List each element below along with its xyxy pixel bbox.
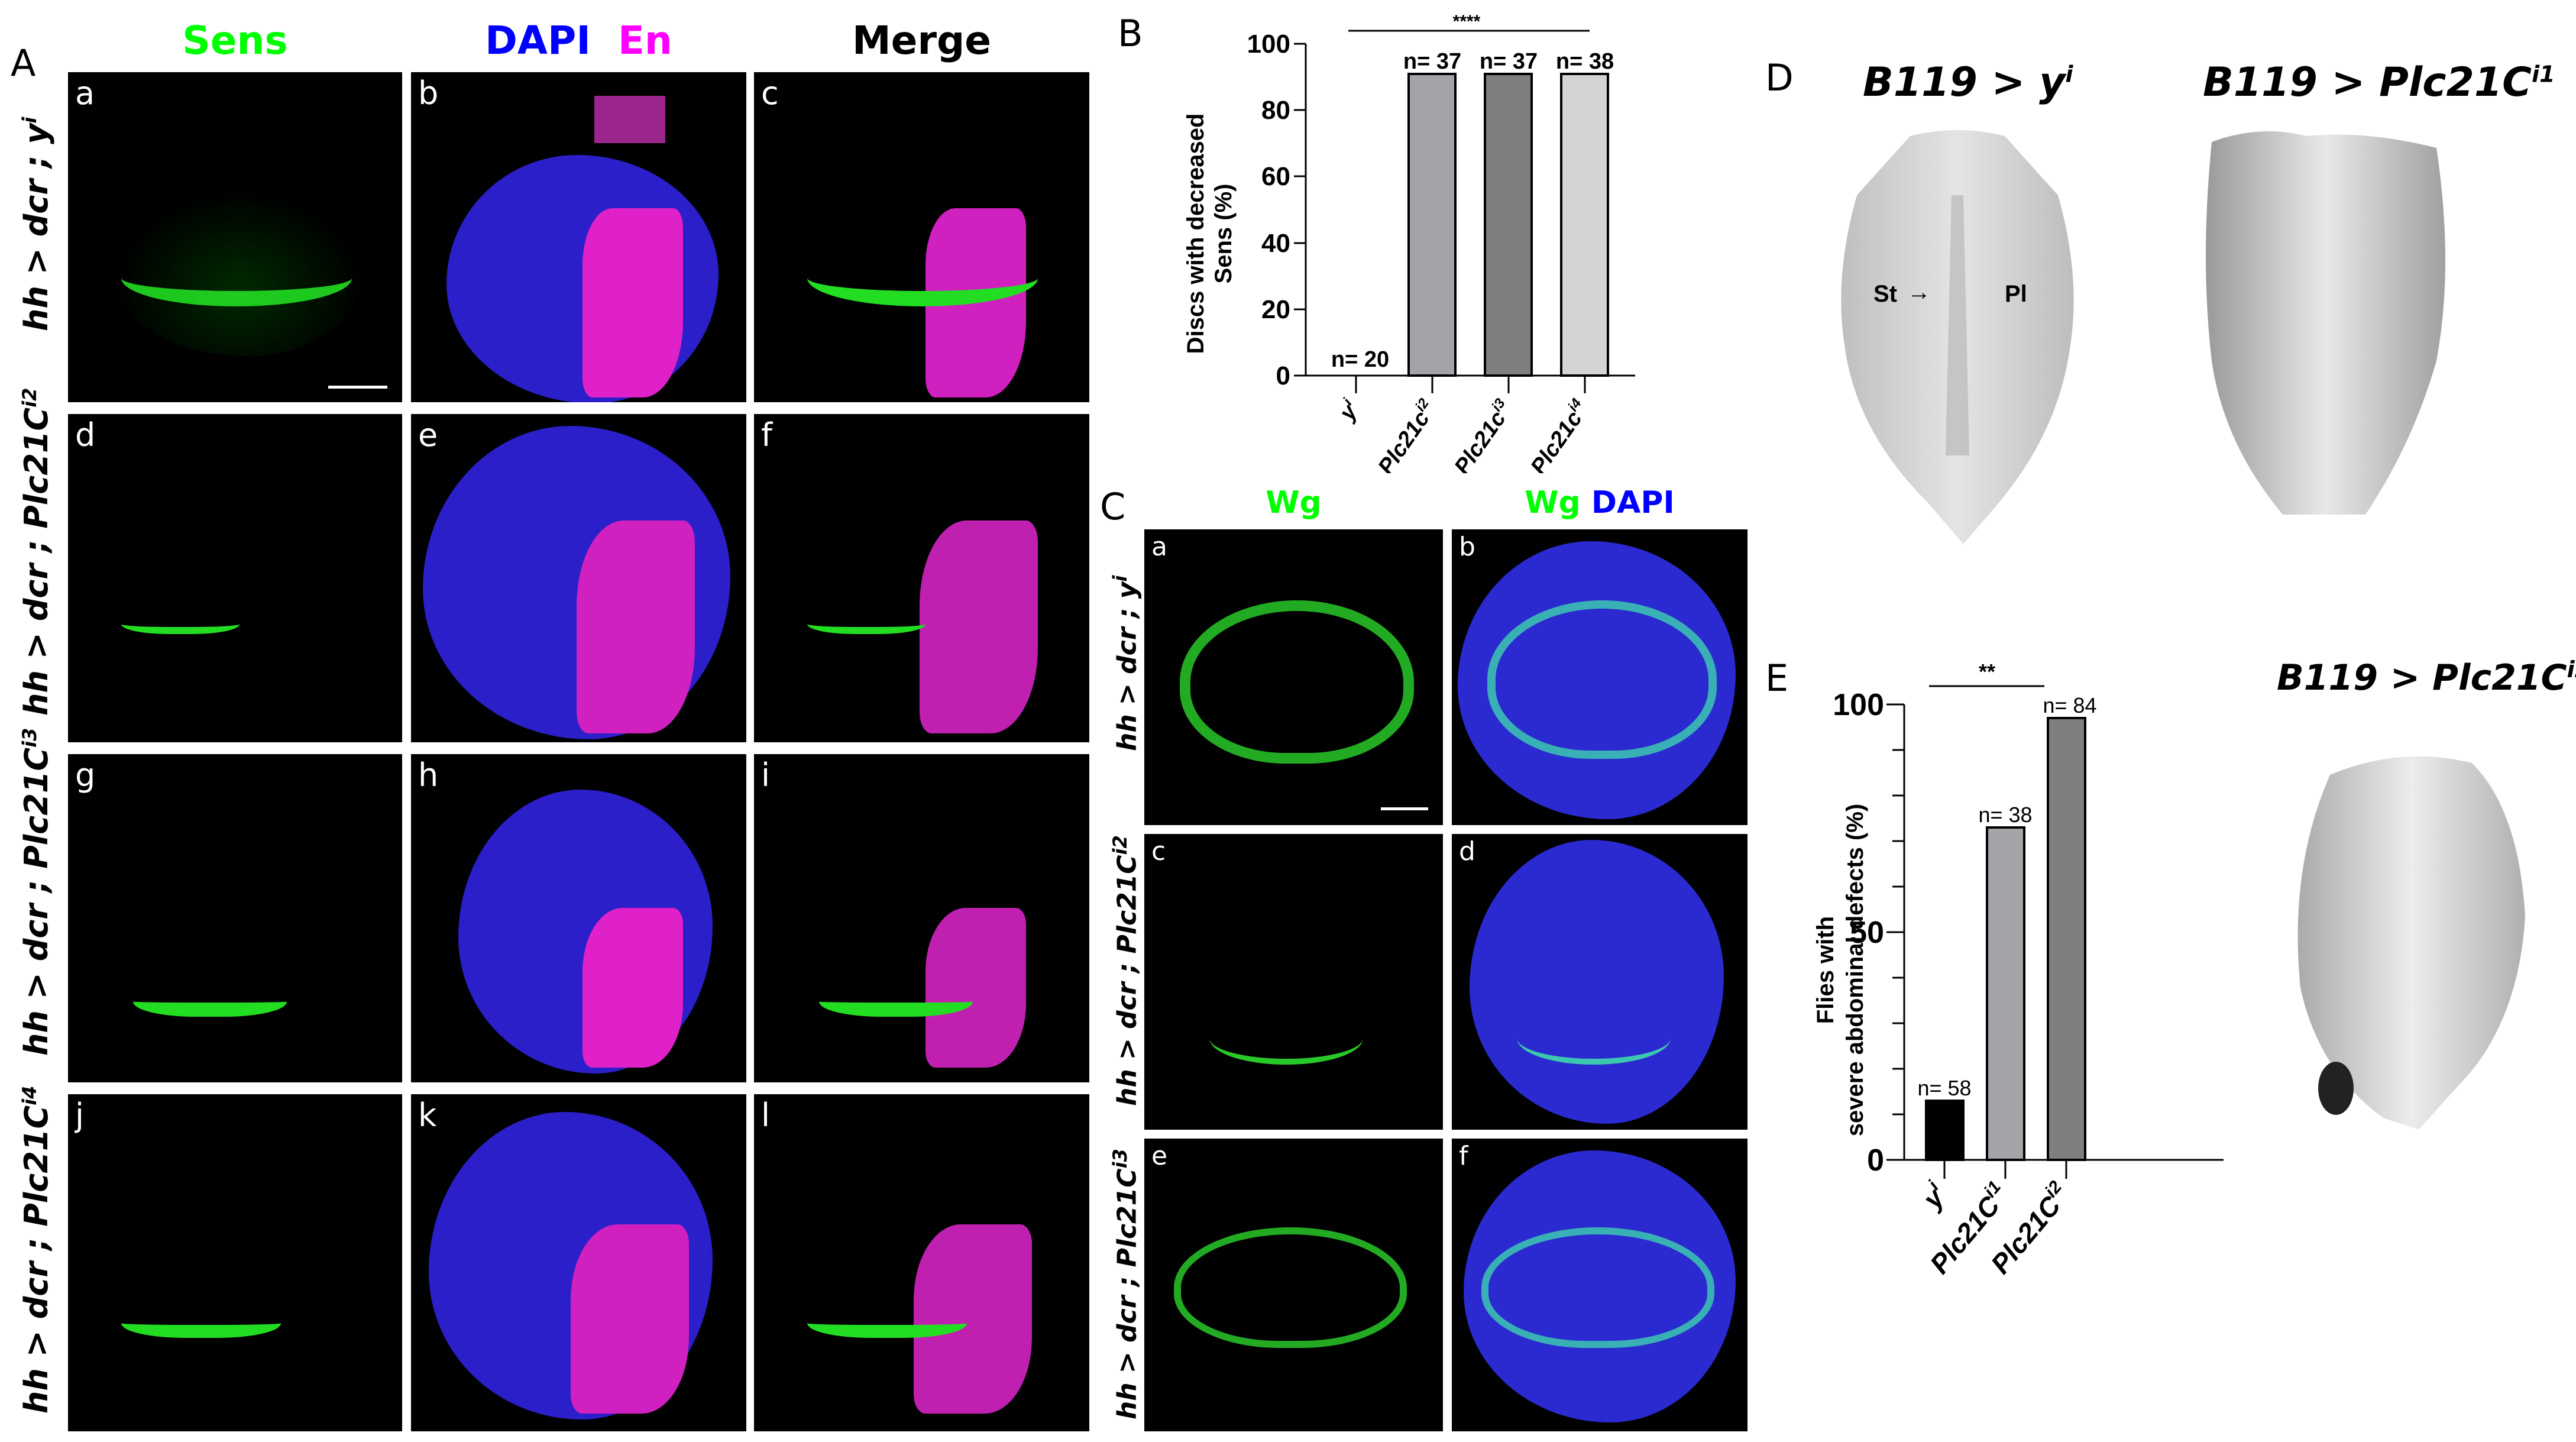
- specimen-b119-plc21c-i1: [2188, 112, 2460, 532]
- micrograph-h-dapi-en: h: [411, 754, 746, 1082]
- svg-text:20: 20: [1261, 295, 1290, 324]
- panel-a-col-merge: Merge: [852, 18, 991, 63]
- chart-b-xtick-1: Plc21ci2: [1371, 395, 1442, 473]
- chart-e-bar-plc21c-i1: [1986, 826, 2025, 1161]
- chart-e-bar-plc21c-i2: [2047, 717, 2086, 1161]
- panel-c-col-wg: Wg: [1266, 485, 1322, 520]
- panel-b-letter: B: [1118, 12, 1143, 55]
- chart-e-significance: **: [1979, 659, 1995, 684]
- chart-b-ylabel-line2: Sens (%): [1211, 184, 1237, 284]
- micrograph-b-dapi-en: b: [411, 72, 746, 402]
- chart-b-n-label-0: n= 20: [1331, 347, 1389, 372]
- micrograph-c-f-wg-dapi: f: [1452, 1139, 1747, 1431]
- specimen-b119-yi: St → Pl: [1821, 124, 2093, 550]
- panel-a-row-label-1: hh > dcr ; yi: [18, 117, 55, 331]
- chart-b-n-label-1: n= 37: [1403, 49, 1461, 74]
- micrograph-c-d-wg-dapi: d: [1452, 834, 1747, 1130]
- chart-b-n-label-3: n= 38: [1556, 49, 1614, 74]
- arrow-right-icon: →: [1907, 279, 1931, 305]
- micrograph-c-merge: c: [754, 72, 1089, 402]
- panel-a-letter: A: [11, 41, 36, 85]
- chart-b-bar-plc21c-i4: [1560, 73, 1609, 377]
- panel-a-col-dapi-en: DAPI En: [411, 18, 746, 63]
- svg-text:0: 0: [1867, 1143, 1884, 1178]
- panel-c-letter: C: [1100, 485, 1126, 528]
- chart-b-bar-plc21c-i3: [1484, 73, 1533, 377]
- chart-e-n-label-1: n= 38: [1978, 803, 2032, 827]
- micrograph-g-sens: g: [68, 754, 402, 1082]
- panel-a-row-label-2: hh > dcr ; Plc21Ci2: [18, 387, 55, 716]
- chart-b-significance: ****: [1453, 12, 1481, 31]
- panel-a-row-label-4: hh > dcr ; Plc21Ci4: [18, 1085, 55, 1414]
- chart-b-n-label-2: n= 37: [1480, 49, 1538, 74]
- micrograph-i-merge: i: [754, 754, 1089, 1082]
- chart-e: Flies with severe abdominal defects (%) …: [1768, 627, 2241, 1396]
- svg-text:80: 80: [1261, 96, 1290, 125]
- svg-text:60: 60: [1261, 162, 1290, 191]
- panel-d-letter: D: [1765, 56, 1794, 99]
- micrograph-e-dapi-en: e: [411, 414, 746, 742]
- chart-b-xtick-0: yi: [1332, 395, 1365, 426]
- chart-b-ylabel-line1: Discs with decreased: [1183, 114, 1209, 354]
- chart-e-xtick-0: yi: [1914, 1177, 1953, 1215]
- panel-e-title: B119 > Plc21Ci2: [2277, 657, 2576, 699]
- micrograph-j-sens: j: [68, 1094, 402, 1431]
- chart-e-n-label-0: n= 58: [1917, 1076, 1971, 1100]
- micrograph-f-merge: f: [754, 414, 1089, 742]
- panel-a-col-sens: Sens: [182, 18, 288, 63]
- en-label: En: [617, 18, 672, 63]
- svg-text:100: 100: [1247, 30, 1290, 59]
- chart-b-bar-plc21c-i2: [1407, 73, 1457, 377]
- chart-e-ylabel-line1: Flies with: [1813, 916, 1839, 1024]
- svg-text:0: 0: [1276, 361, 1290, 390]
- micrograph-c-e-wg: e: [1144, 1139, 1443, 1431]
- chart-e-bar-yi: [1925, 1100, 1965, 1161]
- chart-b-xtick-3: Plc21ci4: [1524, 396, 1594, 473]
- panel-e-letter: E: [1765, 657, 1789, 700]
- chart-e-ylabel-line2: severe abdominal defects (%): [1842, 804, 1868, 1136]
- panel-d-title-1: B119 > yi: [1863, 59, 2073, 106]
- micrograph-a-sens: a: [68, 72, 402, 402]
- annotation-st: St: [1873, 281, 1897, 307]
- panel-c-row-label-2: hh > dcr ; Plc21Ci2: [1109, 835, 1143, 1106]
- chart-e-n-label-2: n= 84: [2043, 693, 2096, 717]
- panel-c-row-label-1: hh > dcr ; yi: [1109, 575, 1143, 751]
- micrograph-d-sens: d: [68, 414, 402, 742]
- micrograph-c-c-wg: c: [1144, 834, 1443, 1130]
- annotation-pl: Pl: [2005, 281, 2027, 307]
- panel-c-row-label-3: hh > dcr ; Plc21Ci3: [1109, 1149, 1143, 1420]
- dapi-label: DAPI: [485, 18, 591, 63]
- panel-d-title-2: B119 > Plc21Ci1: [2203, 59, 2555, 106]
- panel-c-col-wg-dapi: Wg DAPI: [1525, 485, 1675, 520]
- micrograph-c-b-wg-dapi: b: [1452, 529, 1747, 825]
- chart-b-xtick-2: Plc21ci3: [1448, 395, 1518, 473]
- svg-text:100: 100: [1833, 688, 1884, 722]
- svg-text:50: 50: [1850, 916, 1884, 950]
- svg-text:40: 40: [1261, 229, 1290, 258]
- micrograph-l-merge: l: [754, 1094, 1089, 1431]
- micrograph-c-a-wg: a: [1144, 529, 1443, 825]
- specimen-b119-plc21c-i2: [2283, 739, 2537, 1142]
- chart-b: Discs with decreased Sens (%) 0 20 40 60…: [1135, 0, 1668, 479]
- micrograph-k-dapi-en: k: [411, 1094, 746, 1431]
- panel-a-row-label-3: hh > dcr ; Plc21Ci3: [18, 728, 55, 1056]
